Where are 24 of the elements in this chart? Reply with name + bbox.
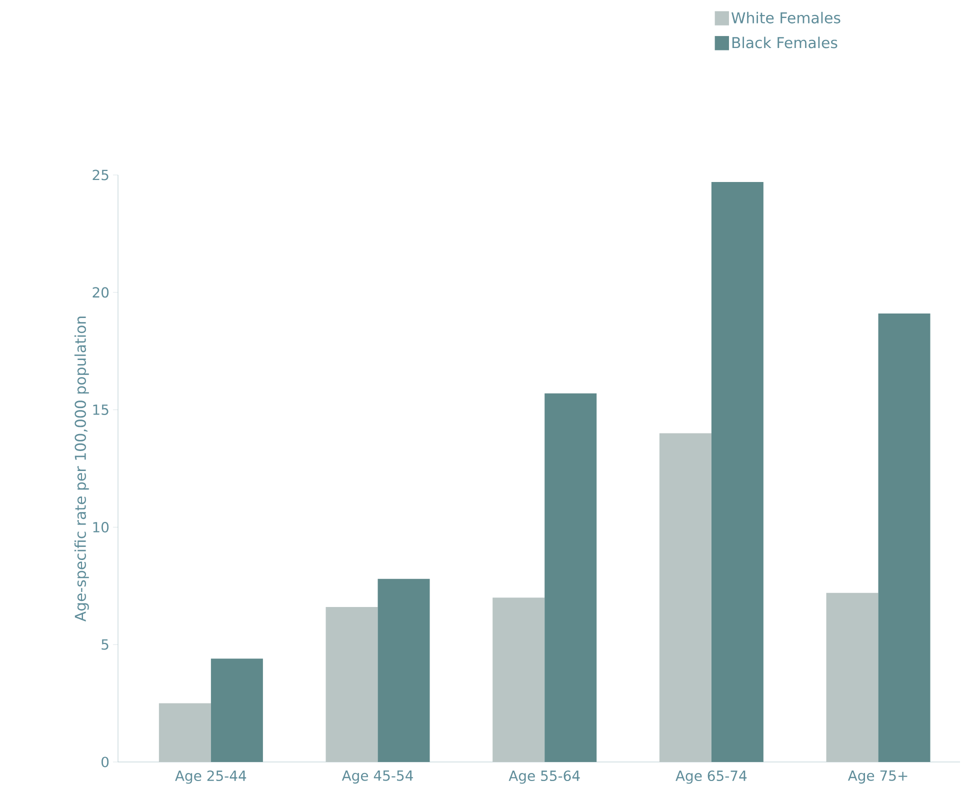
bar: [378, 578, 430, 762]
legend-label: Black Females: [732, 36, 838, 48]
bar: [326, 607, 378, 762]
y-tick-label: 25: [92, 170, 108, 180]
bar: [878, 314, 930, 762]
bar: [210, 658, 263, 762]
legend-label: White Females: [731, 12, 840, 24]
bar: [826, 592, 878, 762]
bar: [659, 433, 712, 762]
bar: [492, 598, 545, 762]
x-tick-label: Age 25-44: [175, 770, 246, 784]
bar: [158, 703, 211, 762]
x-tick-label: Age 65-74: [676, 770, 747, 784]
bar: [711, 182, 764, 762]
bar: [544, 393, 597, 762]
x-tick-label: Age 45-54: [342, 770, 413, 784]
x-tick-label: Age 55-64: [508, 770, 580, 784]
y-tick-label: 15: [93, 404, 108, 415]
y-axis-title: Age-specific rate per 100,000 population: [74, 316, 89, 622]
y-tick-label: 20: [92, 287, 109, 298]
x-tick-label: Age 75+: [848, 770, 908, 784]
y-tick-label: 5: [102, 639, 108, 650]
y-tick-label: 10: [93, 522, 109, 532]
y-tick-label: 0: [102, 756, 109, 768]
